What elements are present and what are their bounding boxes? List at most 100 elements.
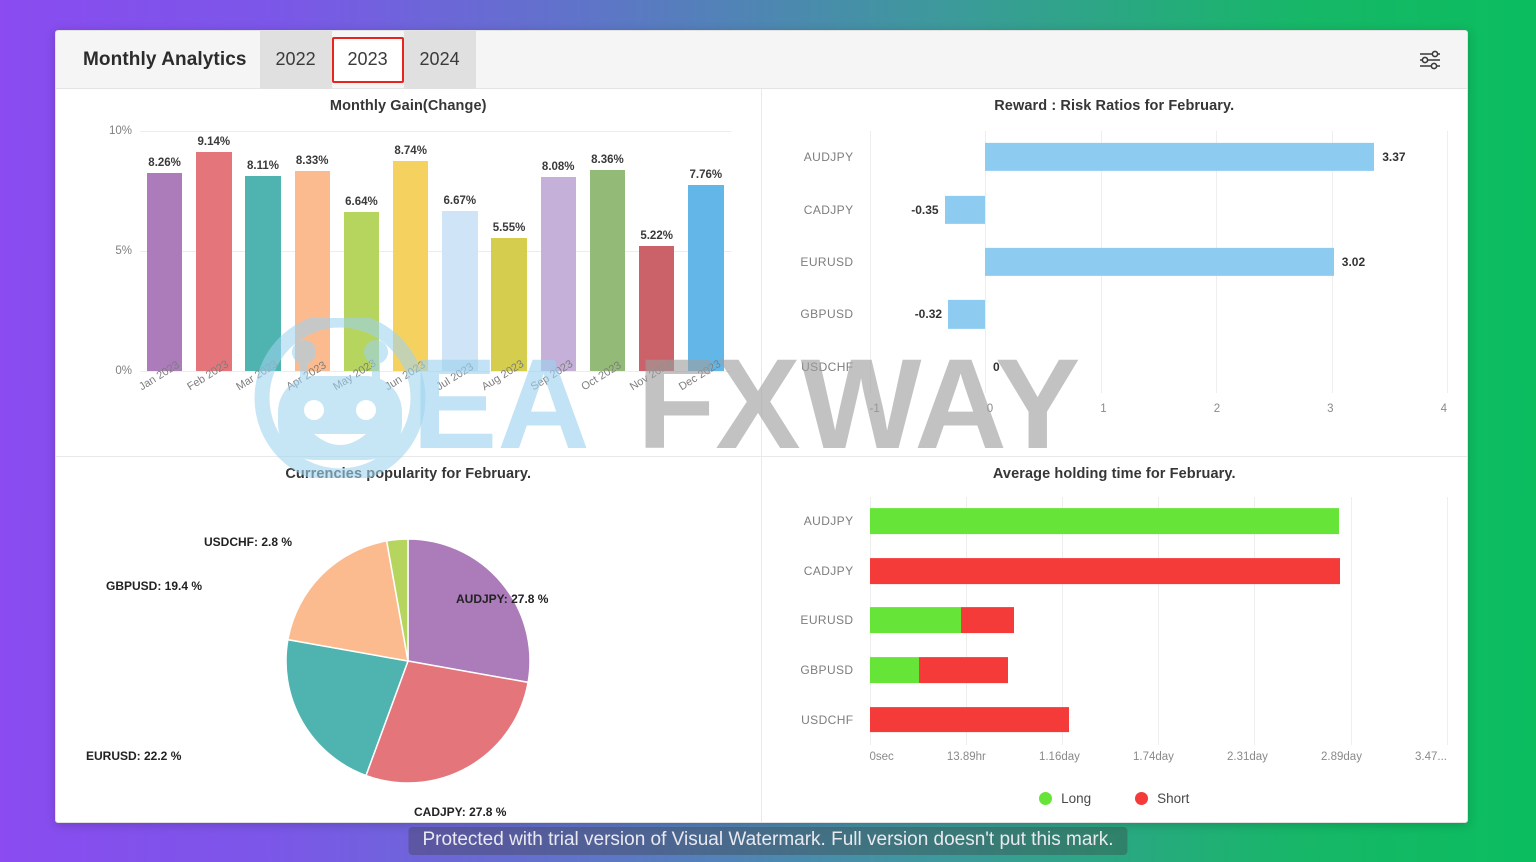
bar-track: -0.32: [870, 288, 1448, 340]
bar-column[interactable]: 7.76%: [681, 131, 730, 371]
x-axis-tick: 1: [1100, 403, 1107, 415]
bar-track: [869, 596, 1448, 646]
table-row[interactable]: AUDJPY: [762, 497, 1468, 547]
reward-risk-axis: -1 0 1 2 3 4: [870, 403, 1448, 415]
bar-segment-short: [919, 657, 1008, 683]
x-label-slot: Apr 2023: [285, 359, 337, 431]
table-row[interactable]: GBPUSD: [762, 645, 1468, 695]
bar-rect: [985, 247, 1334, 277]
bar-rect: [688, 184, 724, 371]
panel-holding-time: Average holding time for February. AUDJP…: [761, 456, 1468, 822]
table-row[interactable]: EURUSD: [762, 596, 1468, 646]
pie-slice[interactable]: [365, 659, 530, 784]
bar-value-label: 6.64%: [345, 195, 378, 208]
x-label-slot: Mar 2023: [234, 358, 287, 431]
panel-reward-risk: Reward : Risk Ratios for February. AUDJP…: [761, 89, 1468, 457]
table-row[interactable]: GBPUSD -0.32: [762, 288, 1468, 340]
bar-track: [869, 497, 1448, 547]
x-label-slot: Jul 2023: [434, 361, 484, 431]
bar-column[interactable]: 8.11%: [238, 131, 287, 371]
pie-slice[interactable]: [386, 537, 409, 661]
holding-time-axis: 0sec 13.89hr 1.16day 1.74day 2.31day 2.89day 3…: [870, 751, 1448, 763]
bar-column[interactable]: 5.22%: [632, 131, 681, 371]
bar-rect: [343, 211, 380, 371]
sliders-icon[interactable]: [1413, 45, 1447, 75]
bar-column[interactable]: 5.55%: [484, 131, 533, 371]
table-row[interactable]: EURUSD 3.02: [762, 236, 1468, 288]
bar-column[interactable]: 6.67%: [435, 131, 484, 371]
x-label-slot: Feb 2023: [185, 358, 238, 431]
bar-column[interactable]: 8.36%: [583, 131, 632, 371]
bar-track: -0.35: [870, 183, 1448, 235]
bar-rect: [985, 143, 1375, 172]
pie-slice[interactable]: [287, 539, 410, 662]
bar-value-label: 0: [993, 359, 1000, 374]
row-label: EURUSD: [800, 613, 854, 628]
legend-item-long[interactable]: Long: [1039, 791, 1091, 806]
gridline: [1350, 496, 1352, 745]
table-row[interactable]: USDCHF 0: [762, 341, 1468, 393]
x-axis-tick: 0sec: [869, 750, 894, 763]
x-axis-tick: 3: [1327, 403, 1334, 415]
short-color-dot: [1135, 792, 1149, 805]
pie-slice[interactable]: [407, 537, 531, 683]
bar-column[interactable]: 8.33%: [288, 131, 337, 371]
x-label-slot: May 2023: [331, 357, 386, 431]
x-axis-labels: Jan 2023 Feb 2023 Mar 2023 Apr 2023 May 2023…: [137, 357, 731, 431]
bar-column[interactable]: 6.64%: [337, 131, 386, 371]
bar-column[interactable]: 8.74%: [386, 131, 435, 371]
bar-value-label: 6.67%: [443, 194, 477, 207]
x-axis-tick: 3.47...: [1415, 750, 1447, 763]
row-label: EURUSD: [800, 254, 854, 269]
x-label-slot: Aug 2023: [480, 358, 533, 431]
bar-segment-short: [869, 558, 1341, 584]
holding-time-title: Average holding time for February.: [992, 465, 1236, 482]
currencies-title: Currencies popularity for February.: [285, 465, 532, 482]
bar-track: [869, 546, 1448, 596]
gridline: [1447, 131, 1448, 393]
legend-item-short[interactable]: Short: [1135, 791, 1189, 806]
monthly-gain-plot: 10% 5% 0% 8.26% 9.14% 8.11% 8.33% 6.64% 8.74%…: [109, 125, 731, 377]
table-row[interactable]: USDCHF: [762, 695, 1468, 745]
holding-time-legend: Long Short: [762, 791, 1468, 806]
x-axis-tick: 2: [1213, 403, 1221, 415]
row-label: USDCHF: [801, 359, 854, 374]
tab-2023[interactable]: 2023: [331, 36, 404, 83]
pie-svg: [285, 537, 531, 784]
gridline: [1062, 496, 1063, 745]
row-label: GBPUSD: [800, 307, 854, 322]
analytics-window: Monthly Analytics 2022 2023 2024 Monthly…: [55, 30, 1468, 823]
bar-rect: [948, 300, 985, 329]
pie-slice[interactable]: [285, 638, 410, 776]
bar-column[interactable]: 8.08%: [534, 131, 583, 371]
bar-value-label: 8.33%: [295, 155, 329, 168]
page-title: Monthly Analytics: [83, 48, 247, 70]
bar-value-label: -0.32: [914, 307, 943, 322]
tab-2024[interactable]: 2024: [403, 31, 476, 89]
bar-track: [869, 695, 1448, 745]
tab-2022[interactable]: 2022: [259, 31, 332, 89]
gridline: [1158, 496, 1160, 745]
table-row[interactable]: AUDJPY 3.37: [762, 131, 1468, 183]
row-label: AUDJPY: [803, 514, 854, 529]
bar-column[interactable]: 8.26%: [140, 131, 189, 371]
window-header: Monthly Analytics 2022 2023 2024: [56, 31, 1467, 89]
x-axis-tick: 1.74day: [1132, 750, 1174, 763]
table-row[interactable]: CADJPY -0.35: [762, 183, 1468, 235]
bar-value-label: 7.76%: [689, 168, 723, 181]
long-color-dot: [1039, 792, 1053, 805]
x-label-slot: Jun 2023: [383, 359, 435, 431]
dashboard-grid: Monthly Gain(Change) 10% 5% 0% 8.26% 9.14…: [56, 89, 1468, 822]
x-axis-tick: 1.16day: [1038, 750, 1080, 763]
reward-risk-title: Reward : Risk Ratios for February.: [994, 98, 1235, 114]
table-row[interactable]: CADJPY: [762, 546, 1468, 596]
gridline: [1447, 496, 1448, 745]
bar-rect: [540, 177, 576, 371]
pie-slice-label: EURUSD: 22.2 %: [86, 748, 182, 763]
reward-risk-rows: AUDJPY 3.37 CADJPY -0.35 EURUSD 3.02 GBPUSD -0.…: [762, 131, 1468, 393]
bar-rect: [245, 176, 281, 371]
row-label: AUDJPY: [803, 150, 854, 165]
bar-segment-long: [869, 607, 962, 634]
bar-column[interactable]: 9.14%: [189, 131, 238, 371]
row-label: CADJPY: [803, 563, 854, 578]
